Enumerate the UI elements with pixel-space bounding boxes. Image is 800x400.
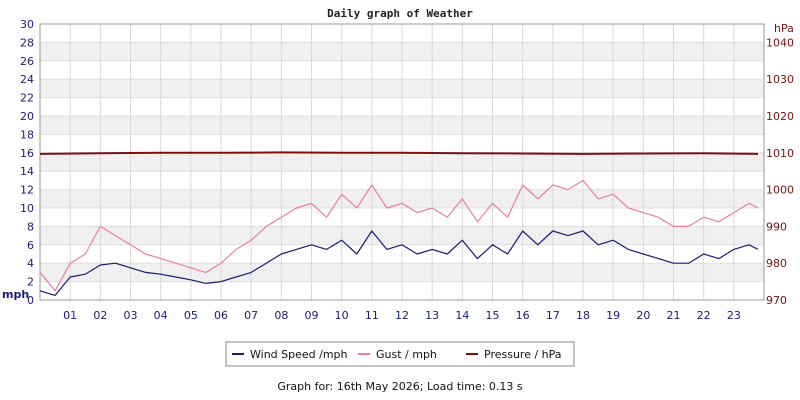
right-axis-tick-label: 1010 <box>766 147 794 160</box>
x-axis-tick-label: 02 <box>93 309 107 322</box>
chart-title: Daily graph of Weather <box>327 7 473 20</box>
right-axis-tick-label: 990 <box>766 220 787 233</box>
right-axis-tick-label: 970 <box>766 294 787 307</box>
left-axis-tick-label: 12 <box>20 184 34 197</box>
x-axis-tick-label: 04 <box>154 309 168 322</box>
left-axis-tick-label: 4 <box>27 257 34 270</box>
left-axis-tick-label: 16 <box>20 147 34 160</box>
x-axis-tick-label: 12 <box>395 309 409 322</box>
x-axis-tick-label: 11 <box>365 309 379 322</box>
right-axis-tick-label: 1000 <box>766 184 794 197</box>
x-axis-tick-label: 18 <box>576 309 590 322</box>
x-axis-tick-label: 05 <box>184 309 198 322</box>
legend-label: Pressure / hPa <box>484 348 562 361</box>
left-axis-tick-label: 20 <box>20 110 34 123</box>
x-axis-tick-label: 08 <box>274 309 288 322</box>
x-axis-tick-label: 21 <box>667 309 681 322</box>
x-axis-tick-label: 16 <box>516 309 530 322</box>
left-axis-tick-label: 22 <box>20 92 34 105</box>
series-line-wind-speed-mph <box>39 230 759 296</box>
right-axis-tick-label: 980 <box>766 257 787 270</box>
x-axis-tick-label: 20 <box>636 309 650 322</box>
x-axis-tick-label: 22 <box>697 309 711 322</box>
left-axis-tick-label: 0 <box>27 294 34 307</box>
x-axis-tick-label: 06 <box>214 309 228 322</box>
left-axis-unit-label: mph <box>2 288 29 301</box>
x-axis-tick-label: 09 <box>305 309 319 322</box>
series-line-gust-mph <box>39 179 759 292</box>
left-axis-tick-label: 2 <box>27 276 34 289</box>
x-axis-tick-label: 01 <box>63 309 77 322</box>
legend-frame <box>225 341 575 367</box>
right-axis-tick-label: 1020 <box>766 110 794 123</box>
x-axis-tick-label: 23 <box>727 309 741 322</box>
x-axis-tick-label: 13 <box>425 309 439 322</box>
x-axis-tick-label: 14 <box>455 309 469 322</box>
x-axis-tick-label: 03 <box>124 309 138 322</box>
plot-border <box>39 23 765 301</box>
x-axis-tick-label: 10 <box>335 309 349 322</box>
left-axis-tick-label: 18 <box>20 128 34 141</box>
left-axis-tick-label: 26 <box>20 55 34 68</box>
left-axis-tick-label: 10 <box>20 202 34 215</box>
left-axis-tick-label: 14 <box>20 165 34 178</box>
x-axis-tick-label: 19 <box>606 309 620 322</box>
series-line-pressure-hpa <box>39 151 759 155</box>
left-axis-tick-label: 28 <box>20 36 34 49</box>
left-axis-tick-label: 24 <box>20 73 34 86</box>
x-axis-tick-label: 15 <box>486 309 500 322</box>
left-axis-tick-label: 6 <box>27 239 34 252</box>
x-axis-tick-label: 17 <box>546 309 560 322</box>
legend-label: Wind Speed /mph <box>250 348 348 361</box>
right-axis-tick-label: 1040 <box>766 36 794 49</box>
left-axis-tick-label: 30 <box>20 18 34 31</box>
x-axis-tick-label: 07 <box>244 309 258 322</box>
footer-status: Graph for: 16th May 2026; Load time: 0.1… <box>277 380 523 393</box>
right-axis-tick-label: 1030 <box>766 73 794 86</box>
left-axis-tick-label: 8 <box>27 220 34 233</box>
legend-label: Gust / mph <box>376 348 437 361</box>
right-axis-unit-label: hPa <box>774 22 794 35</box>
